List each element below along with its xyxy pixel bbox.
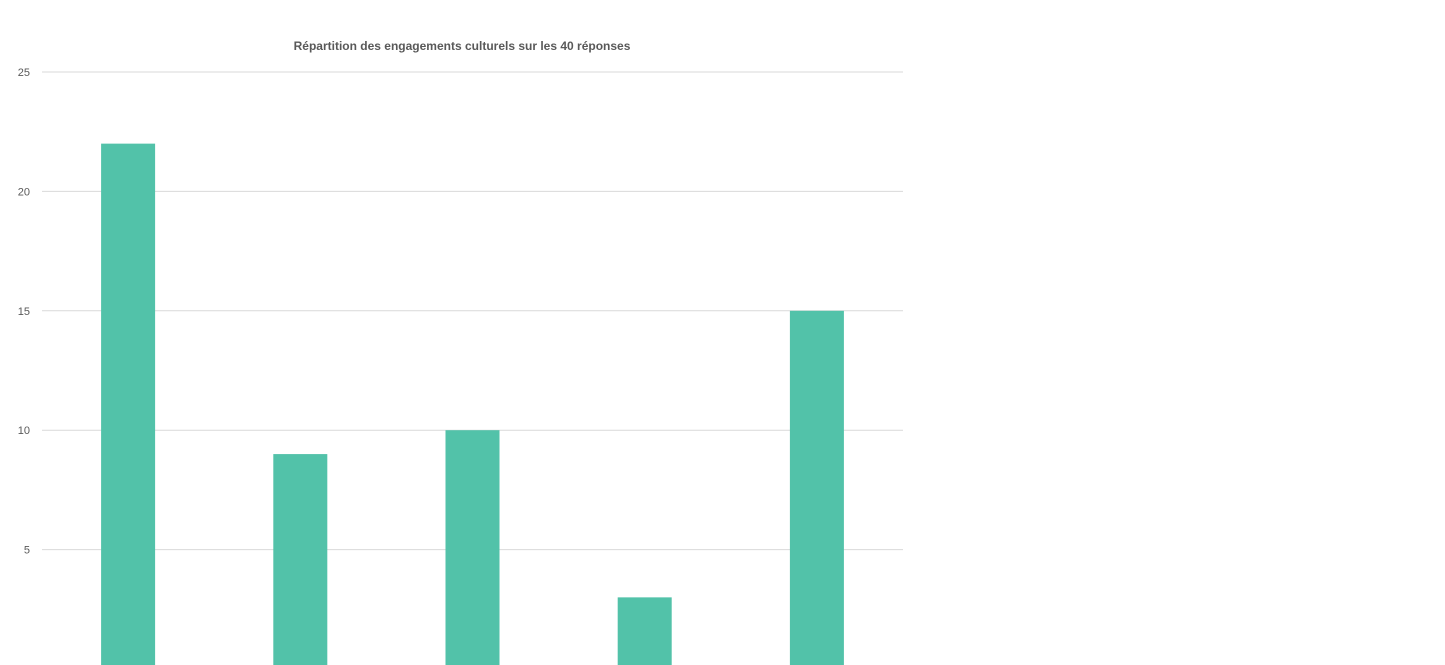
gridlines	[42, 71, 903, 551]
y-tick-label-10: 10	[18, 425, 30, 437]
y-tick-label-5: 5	[24, 545, 30, 557]
bar-3	[445, 430, 500, 665]
chart-title: Répartition des engagements culturels su…	[294, 39, 631, 53]
y-axis-tick-labels: 0510152025	[18, 67, 30, 665]
bars	[101, 143, 844, 665]
bar-5	[789, 310, 844, 665]
bar-2	[273, 454, 328, 665]
y-tick-label-25: 25	[18, 67, 30, 79]
bar-4	[617, 597, 672, 665]
y-tick-label-15: 15	[18, 306, 30, 318]
bar-1	[101, 143, 156, 665]
y-tick-label-20: 20	[18, 186, 30, 198]
